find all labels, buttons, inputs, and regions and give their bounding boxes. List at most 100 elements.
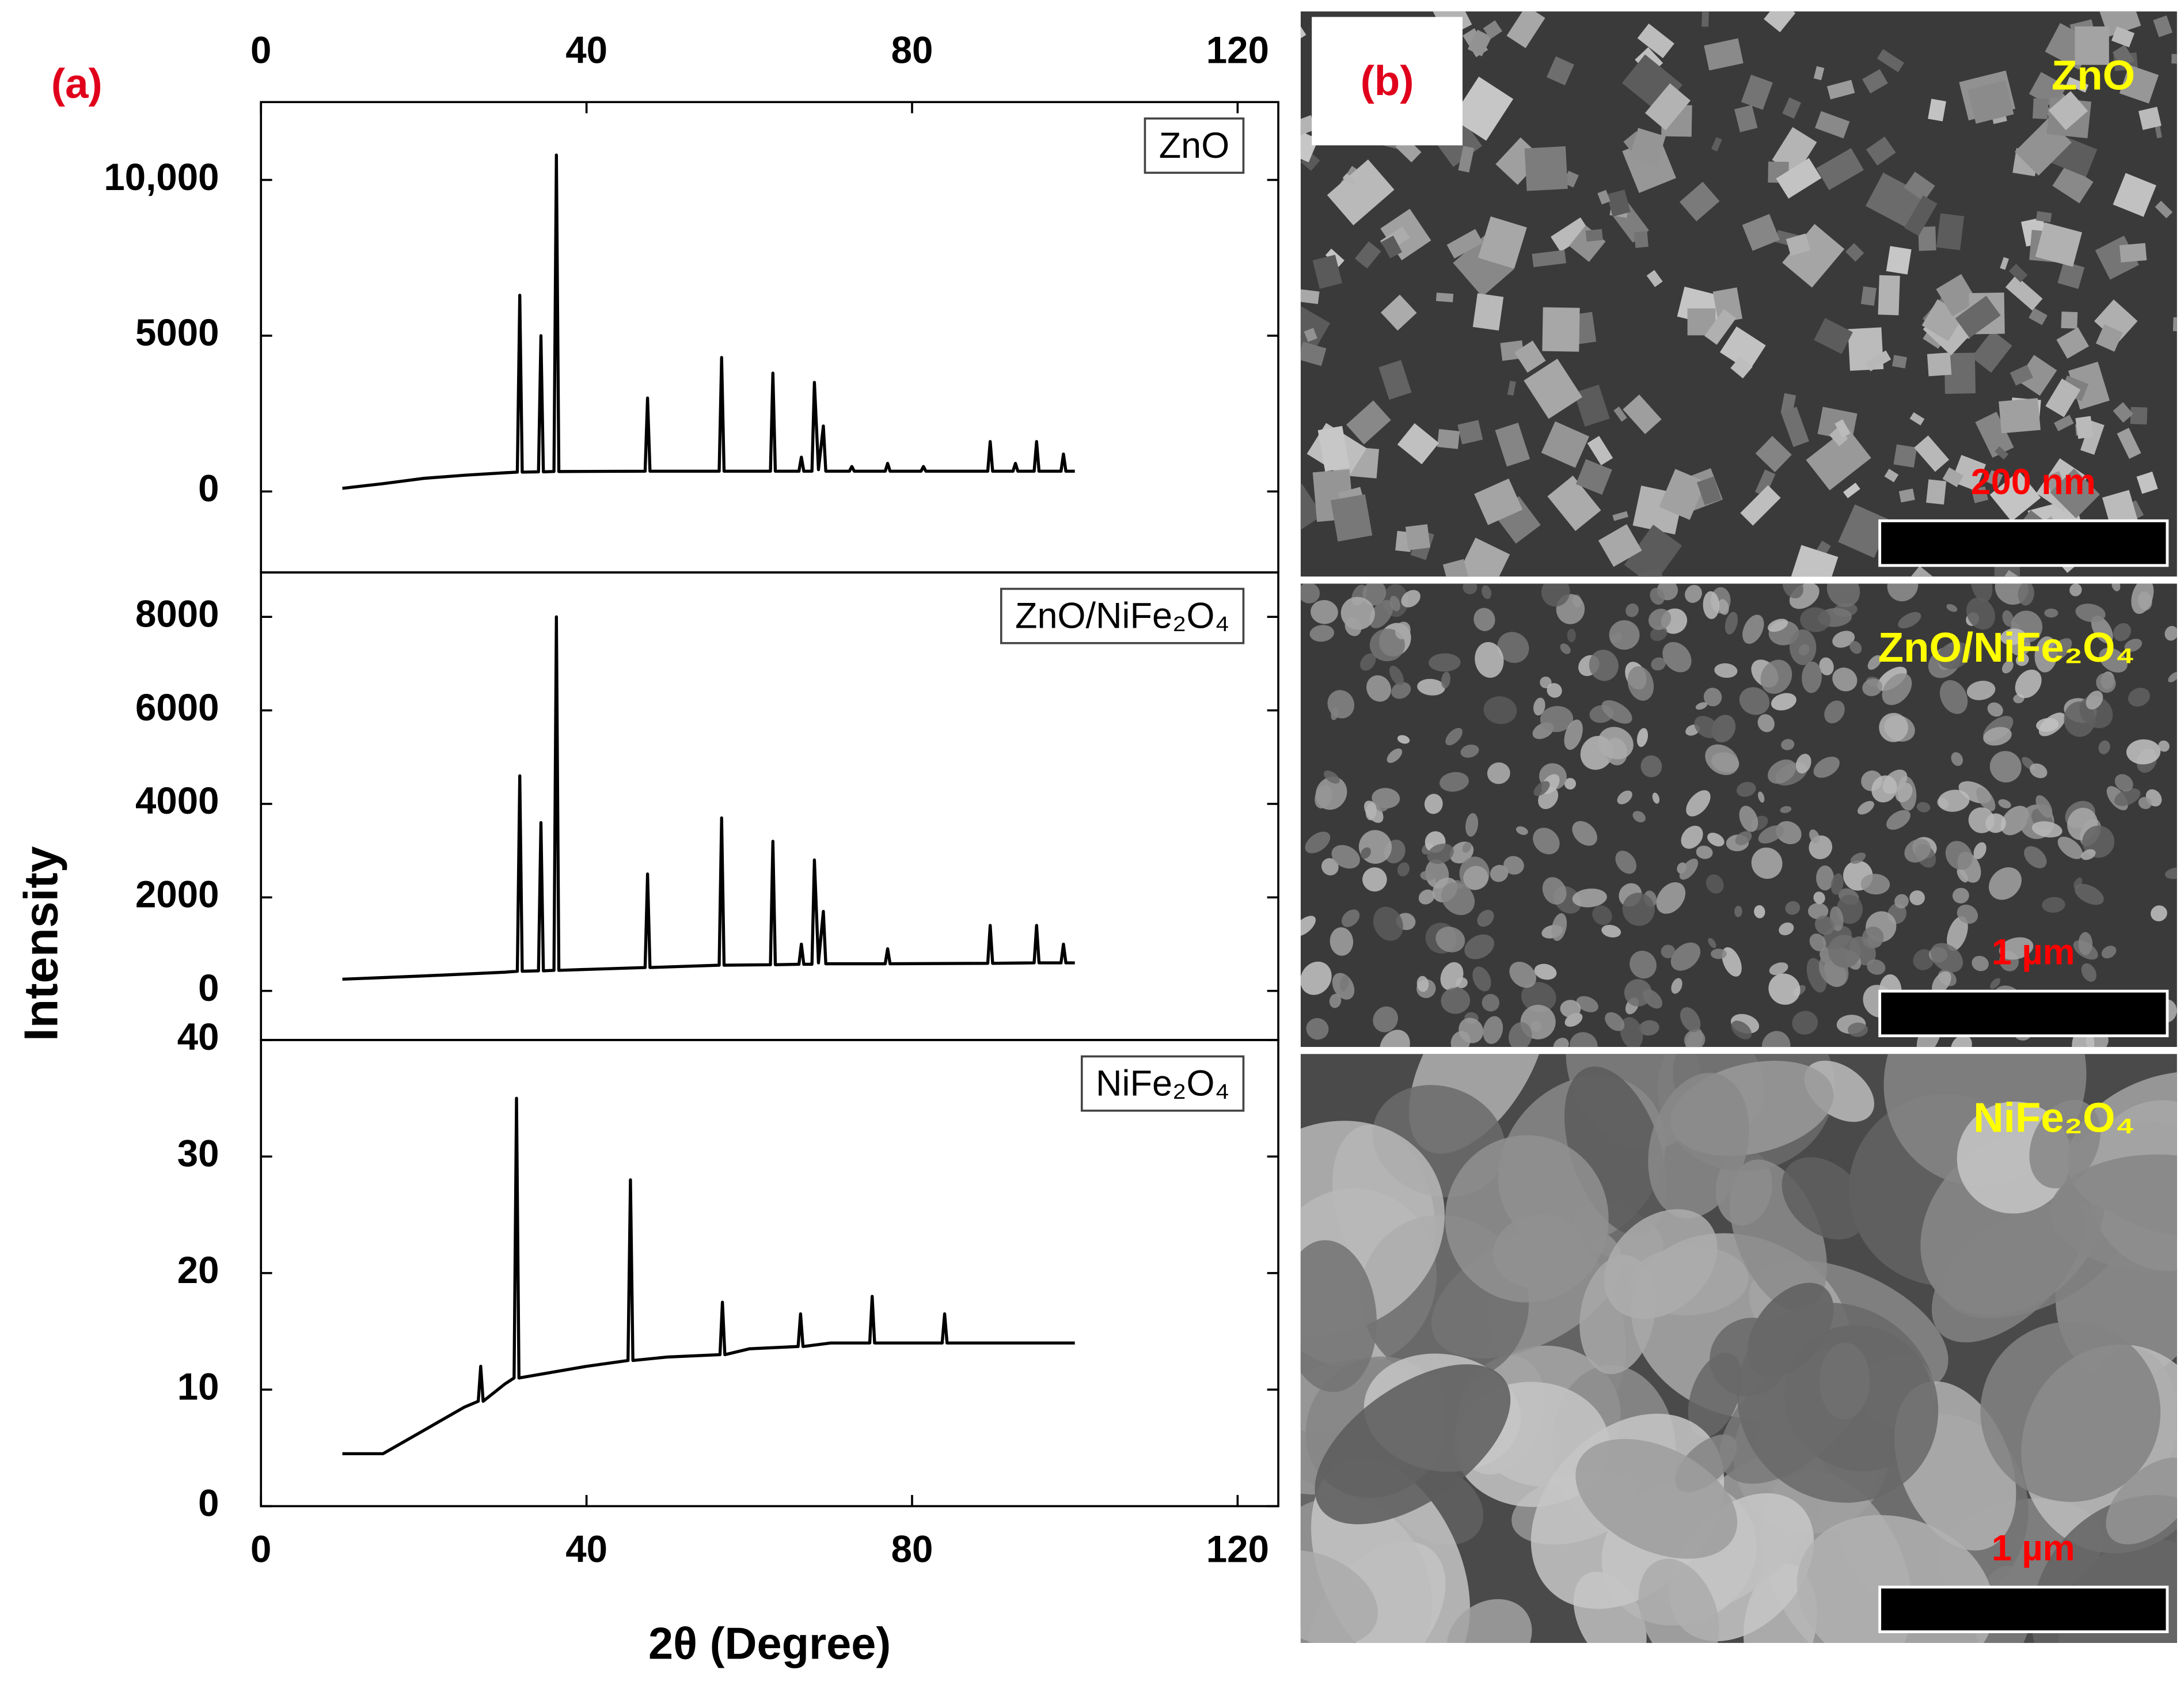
sem-grain xyxy=(1463,583,1477,594)
sem-grain xyxy=(1446,1599,1532,1643)
sem-grain xyxy=(1460,744,1479,758)
sem-grain xyxy=(1928,98,1946,122)
sem-grain xyxy=(1679,858,1699,880)
sem-grain xyxy=(1871,775,1897,803)
sem-grain xyxy=(2096,673,2116,693)
sem-grain xyxy=(1904,172,1935,202)
sem-grain xyxy=(1311,599,1338,624)
sem-grain xyxy=(1860,874,1890,895)
scale-bar-label: 1 µm xyxy=(1992,932,2075,973)
sem-grain xyxy=(1782,223,1845,288)
sem-grain xyxy=(1473,608,1495,631)
sem-grain xyxy=(1541,583,1570,607)
sem-grain xyxy=(1767,618,1788,632)
sem-grain xyxy=(1524,146,1568,191)
sem-grain xyxy=(1886,810,1910,830)
sem-grain xyxy=(1704,309,1737,345)
sem-grain xyxy=(1661,944,1676,959)
y-tick-label: 2000 xyxy=(135,874,219,916)
sem-grain xyxy=(1989,470,2041,522)
sem-grain xyxy=(2153,15,2173,37)
sem-grain xyxy=(1331,707,1339,720)
sem-grain xyxy=(1813,756,1840,778)
sem-grain xyxy=(1816,148,1864,191)
sem-grain xyxy=(1736,781,1756,797)
x-tick-label: 80 xyxy=(891,29,933,71)
sem-grain xyxy=(1604,1209,1718,1319)
sem-grain xyxy=(2024,846,2047,868)
sem-grain xyxy=(1304,328,1317,342)
y-tick-label: 20 xyxy=(177,1249,219,1291)
sem-grain xyxy=(1680,1007,1701,1033)
sem-grain xyxy=(1441,671,1450,689)
sem-grain xyxy=(1362,867,1387,892)
sem-grain xyxy=(1785,901,1801,915)
sem-grain xyxy=(1601,925,1621,938)
sem-grain xyxy=(1369,628,1405,662)
sem-grain xyxy=(1814,915,1834,935)
sem-grain xyxy=(1309,625,1335,642)
sem-grain xyxy=(1932,971,1951,995)
sem-grain xyxy=(1809,829,1820,844)
y-tick-label: 4000 xyxy=(135,780,219,822)
sem-grain xyxy=(2054,415,2074,431)
sem-grain xyxy=(2050,468,2101,519)
sem-grain xyxy=(1976,787,1996,811)
sem-grain xyxy=(1711,715,1736,743)
sem-grain xyxy=(1878,275,1900,316)
sem-grain xyxy=(2010,365,2033,386)
sem-grain xyxy=(1973,842,1987,859)
sem-grain xyxy=(1739,687,1770,715)
legend-box xyxy=(1144,117,1245,174)
sem-grain xyxy=(1418,889,1435,905)
sem-grain xyxy=(1936,274,1978,317)
sem-grain xyxy=(1710,948,1727,959)
sem-grain xyxy=(1474,479,1523,525)
sem-grain xyxy=(1606,189,1631,217)
sem-grain xyxy=(2034,636,2058,673)
scale-bar xyxy=(1878,989,2169,1038)
sem-grain xyxy=(1867,655,1882,670)
y-tick-label: 6000 xyxy=(135,686,219,728)
panel-label-box xyxy=(1312,17,1463,146)
sem-grain xyxy=(1327,159,1395,226)
sem-grain xyxy=(1971,486,1989,503)
sem-grain xyxy=(1597,189,1611,205)
sem-grain xyxy=(2075,26,2109,65)
sem-grain xyxy=(1592,905,1612,925)
sem-grain xyxy=(1644,83,1691,131)
sem-grain xyxy=(1450,1031,1471,1048)
scale-bar xyxy=(1878,1585,2169,1633)
sem-grain xyxy=(1813,891,1825,904)
sem-grain xyxy=(2008,264,2028,283)
sem-grain xyxy=(2069,583,2082,597)
sem-grain xyxy=(1845,243,1864,262)
sem-grain xyxy=(1703,688,1722,707)
sem-grain xyxy=(1914,435,1950,472)
sem-grain xyxy=(1507,381,1516,396)
sem-grain xyxy=(1650,626,1668,642)
sem-grain xyxy=(1452,77,1514,141)
sem-grain xyxy=(1879,712,1908,742)
sem-grain xyxy=(2164,625,2177,641)
sem-grain xyxy=(1860,286,1877,306)
sem-grain xyxy=(1918,226,1936,251)
sem-grain xyxy=(1598,524,1642,567)
sem-grain xyxy=(1344,617,1362,636)
sem-grain xyxy=(1862,69,1888,94)
sem-grain xyxy=(2035,211,2052,223)
sem-grain xyxy=(1939,680,1968,714)
sem-grain xyxy=(1541,421,1590,468)
sem-grain xyxy=(1662,642,1692,673)
sem-grain xyxy=(1625,603,1639,617)
sem-grain xyxy=(1564,777,1577,790)
sem-grain xyxy=(1380,1030,1410,1048)
x-tick-label: 80 xyxy=(891,1528,933,1570)
sem-grain xyxy=(1427,843,1454,864)
sem-grain xyxy=(1514,340,1546,373)
x-tick-label: 40 xyxy=(565,1528,607,1570)
sem-grain xyxy=(1780,407,1809,447)
sem-grain xyxy=(1300,115,1316,141)
sem-grain xyxy=(1300,961,1332,995)
sem-grain xyxy=(1782,97,1802,119)
